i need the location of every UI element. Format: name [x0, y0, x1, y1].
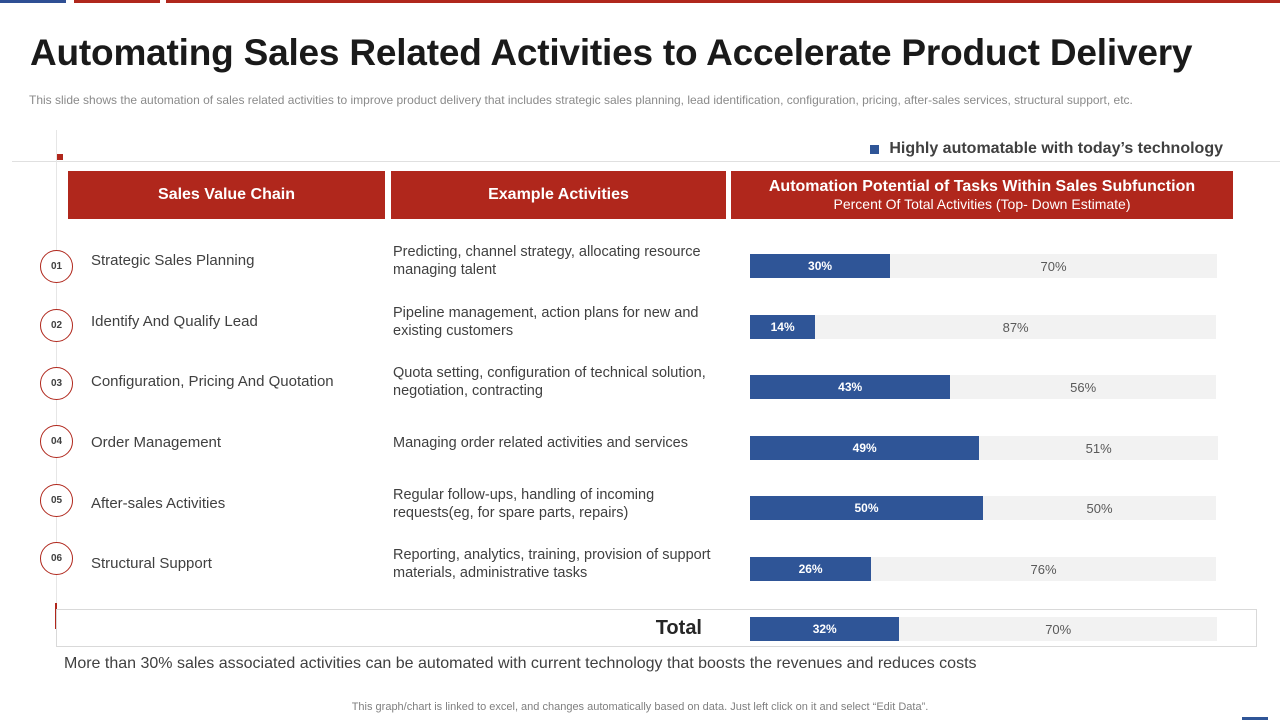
example-activity: Pipeline management, action plans for ne…: [393, 305, 699, 339]
remaining-segment: 56%: [1070, 379, 1097, 395]
automatable-segment: 26%: [750, 557, 872, 581]
top-accent-bar-red-long: [166, 0, 1280, 3]
remaining-segment: 51%: [1085, 440, 1112, 456]
automatable-segment: 30%: [750, 254, 891, 278]
row-number-badge: 05: [40, 484, 73, 517]
row-number-badge: 03: [40, 367, 73, 400]
header-example-activities: Example Activities: [391, 171, 726, 219]
footer-note: This graph/chart is linked to excel, and…: [351, 701, 929, 713]
top-accent-bar-blue: [0, 0, 66, 3]
slide-subtitle: This slide shows the automation of sales…: [29, 93, 1133, 107]
example-activity: Quota setting, configuration of technica…: [393, 365, 706, 399]
sales-value-chain-item: Strategic Sales Planning: [91, 252, 255, 269]
header-automation-potential: Automation Potential of Tasks Within Sal…: [731, 171, 1233, 219]
automation-bar: 14% 87%: [750, 315, 1216, 339]
header-label: Example Activities: [488, 186, 629, 203]
example-activity: Reporting, analytics, training, provisio…: [393, 547, 711, 581]
automatable-segment: 49%: [750, 436, 980, 460]
automatable-segment: 43%: [750, 375, 951, 399]
row-number-badge: 01: [40, 250, 73, 283]
automation-bar: 49% 51%: [750, 436, 1218, 460]
slide-title: Automating Sales Related Activities to A…: [30, 32, 1193, 73]
example-activity: Regular follow-ups, handling of incoming…: [393, 487, 655, 521]
row-number-badge: 06: [40, 542, 73, 575]
automatable-segment: 14%: [750, 315, 816, 339]
header-sales-value-chain: Sales Value Chain: [68, 171, 385, 219]
remaining-segment: 70%: [1045, 621, 1072, 637]
automation-bar: 30% 70%: [750, 254, 1217, 278]
legend-label: Highly automatable with today’s technolo…: [889, 140, 1223, 157]
automatable-segment: 32%: [750, 617, 900, 641]
divider-line: [12, 161, 1280, 162]
automation-bar: 43% 56%: [750, 375, 1216, 399]
row-number-badge: 02: [40, 309, 73, 342]
row-number-badge: 04: [40, 425, 73, 458]
corner-accent: [1242, 717, 1268, 720]
automation-bar: 26% 76%: [750, 557, 1216, 581]
sales-value-chain-item: After-sales Activities: [91, 495, 226, 512]
sales-value-chain-item: Configuration, Pricing And Quotation: [91, 373, 334, 390]
remaining-segment: 70%: [1040, 258, 1067, 274]
example-activity: Managing order related activities and se…: [393, 435, 688, 451]
total-automation-bar: 32% 70%: [750, 617, 1217, 641]
legend: Highly automatable with today’s technolo…: [870, 140, 1223, 158]
sales-value-chain-item: Order Management: [91, 434, 222, 451]
total-label: Total: [655, 617, 702, 639]
sales-value-chain-item: Identify And Qualify Lead: [91, 313, 258, 330]
header-label: Automation Potential of Tasks Within Sal…: [768, 178, 1196, 195]
top-accent-bar-red: [74, 0, 160, 3]
automation-bar: 50% 50%: [750, 496, 1216, 520]
remaining-segment: 76%: [1030, 561, 1057, 577]
total-row: [56, 609, 1257, 647]
remaining-segment: 50%: [1086, 500, 1113, 516]
automatable-segment: 50%: [750, 496, 983, 520]
timeline-marker: [57, 154, 63, 160]
header-label: Sales Value Chain: [158, 186, 295, 203]
remaining-segment: 87%: [1002, 319, 1029, 335]
header-sublabel: Percent Of Total Activities (Top- Down E…: [833, 196, 1131, 212]
sales-value-chain-item: Structural Support: [91, 555, 212, 572]
summary-note: More than 30% sales associated activitie…: [64, 655, 977, 672]
legend-swatch-icon: [870, 144, 880, 154]
example-activity: Predicting, channel strategy, allocating…: [393, 244, 701, 278]
